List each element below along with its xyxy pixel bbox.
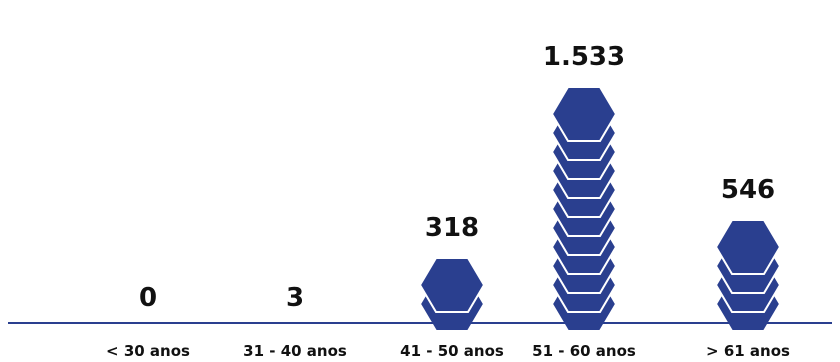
category-label: > 61 anos — [706, 342, 790, 360]
value-label: 546 — [721, 175, 775, 205]
category-label: 51 - 60 anos — [532, 342, 636, 360]
category-label: 31 - 40 anos — [243, 342, 347, 360]
value-label: 318 — [425, 213, 479, 243]
category-label: 41 - 50 anos — [400, 342, 504, 360]
hexagon-stacks — [418, 86, 782, 332]
hexagon-mark — [714, 219, 782, 275]
category-label: < 30 anos — [106, 342, 190, 360]
category-labels: < 30 anos 31 - 40 anos 41 - 50 anos 51 - 60… — [106, 342, 790, 360]
hexagon-mark — [550, 86, 618, 142]
hexagon-mark — [418, 257, 486, 313]
value-labels: 0 3 318 1.533 546 — [139, 42, 775, 313]
value-label: 0 — [139, 283, 157, 313]
value-label: 1.533 — [543, 42, 625, 72]
value-label: 3 — [286, 283, 304, 313]
